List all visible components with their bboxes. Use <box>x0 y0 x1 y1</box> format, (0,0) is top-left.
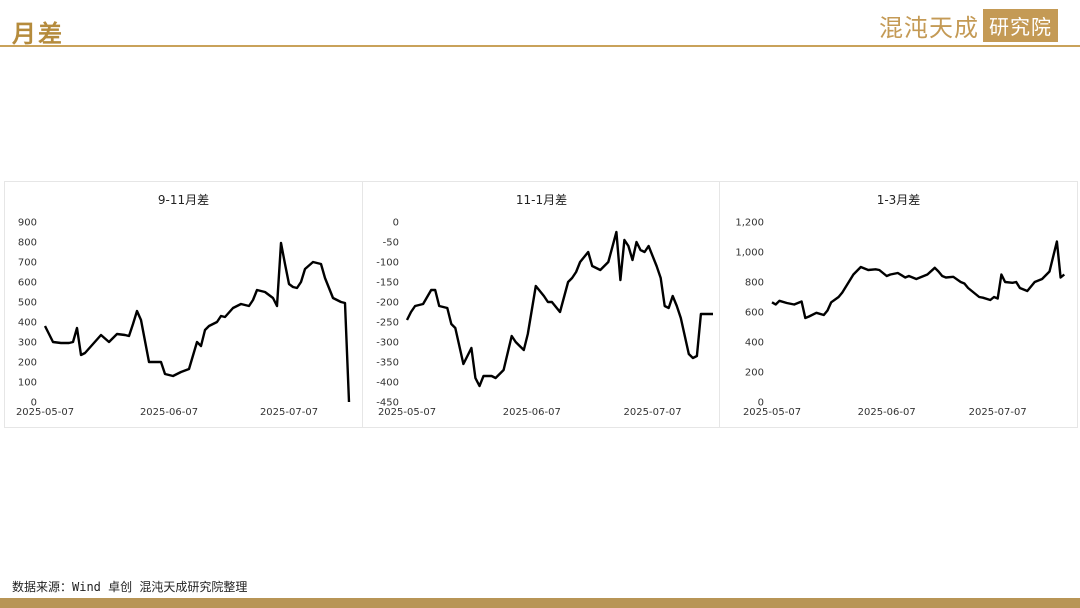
y-tick-label: -250 <box>376 318 399 329</box>
footer-bar <box>0 598 1080 608</box>
y-tick-label: 600 <box>745 308 764 319</box>
x-tick-label: 2025-05-07 <box>16 407 74 418</box>
y-tick-label: 400 <box>745 338 764 349</box>
y-tick-label: 0 <box>31 398 37 409</box>
y-tick-label: 600 <box>18 278 37 289</box>
y-tick-label: 0 <box>758 398 764 409</box>
page-title: 月差 <box>12 19 64 48</box>
x-tick-label: 2025-07-07 <box>969 407 1027 418</box>
x-tick-label: 2025-05-07 <box>378 407 436 418</box>
y-tick-label: 1,000 <box>735 248 764 259</box>
y-tick-label: -100 <box>376 258 399 269</box>
chart-title: 11-1月差 <box>516 193 567 207</box>
y-tick-label: -300 <box>376 338 399 349</box>
series-line <box>405 230 713 388</box>
y-tick-label: 0 <box>393 218 399 229</box>
y-tick-label: -400 <box>376 378 399 389</box>
logo-text: 混沌天成 <box>879 13 979 42</box>
y-tick-label: 700 <box>18 258 37 269</box>
chart-1-3-spread: 1-3月差 0 200 400 600 800 1,000 1,200 2025-05-07 20… <box>735 193 1066 418</box>
y-tick-label: 500 <box>18 298 37 309</box>
chart-9-11-spread: 9-11月差 0 100 200 300 400 500 600 700 800 900 2025-0… <box>16 193 351 418</box>
series-line <box>43 241 351 403</box>
chart-11-1-spread: 11-1月差 0 -50 -100 -150 -200 -250 -300 -350 -400 -4… <box>376 193 713 418</box>
chart-panel-2: 11-1月差 0 -50 -100 -150 -200 -250 -300 -350 -400 -4… <box>362 182 720 427</box>
chart-title: 1-3月差 <box>877 193 921 207</box>
x-tick-label: 2025-05-07 <box>743 407 801 418</box>
y-tick-label: -50 <box>383 238 399 249</box>
x-tick-label: 2025-06-07 <box>858 407 916 418</box>
x-tick-label: 2025-06-07 <box>503 407 561 418</box>
y-tick-label: 300 <box>18 338 37 349</box>
y-tick-label: 100 <box>18 378 37 389</box>
data-source-note: 数据来源：Wind 卓创 混沌天成研究院整理 <box>12 580 248 594</box>
header-divider <box>0 45 1080 47</box>
y-tick-label: -450 <box>376 398 399 409</box>
y-tick-label: -350 <box>376 358 399 369</box>
y-tick-label: 800 <box>745 278 764 289</box>
y-tick-label: 1,200 <box>735 218 764 229</box>
logo: 混沌天成 研究院 <box>879 8 1058 42</box>
y-tick-label: 400 <box>18 318 37 329</box>
chart-title: 9-11月差 <box>158 193 209 207</box>
x-tick-label: 2025-06-07 <box>140 407 198 418</box>
y-tick-label: 200 <box>745 368 764 379</box>
y-tick-label: 200 <box>18 358 37 369</box>
series-line <box>771 240 1066 320</box>
logo-box-text: 研究院 <box>983 8 1058 42</box>
chart-panels: 9-11月差 0 100 200 300 400 500 600 700 800 900 2025-0… <box>4 181 1078 428</box>
chart-panel-1: 9-11月差 0 100 200 300 400 500 600 700 800 900 2025-0… <box>5 182 362 427</box>
x-tick-label: 2025-07-07 <box>624 407 682 418</box>
y-tick-label: -150 <box>376 278 399 289</box>
chart-panel-3: 1-3月差 0 200 400 600 800 1,000 1,200 2025-05-07 20… <box>719 182 1077 427</box>
y-tick-label: 900 <box>18 218 37 229</box>
y-tick-label: -200 <box>376 298 399 309</box>
y-tick-label: 800 <box>18 238 37 249</box>
x-tick-label: 2025-07-07 <box>260 407 318 418</box>
